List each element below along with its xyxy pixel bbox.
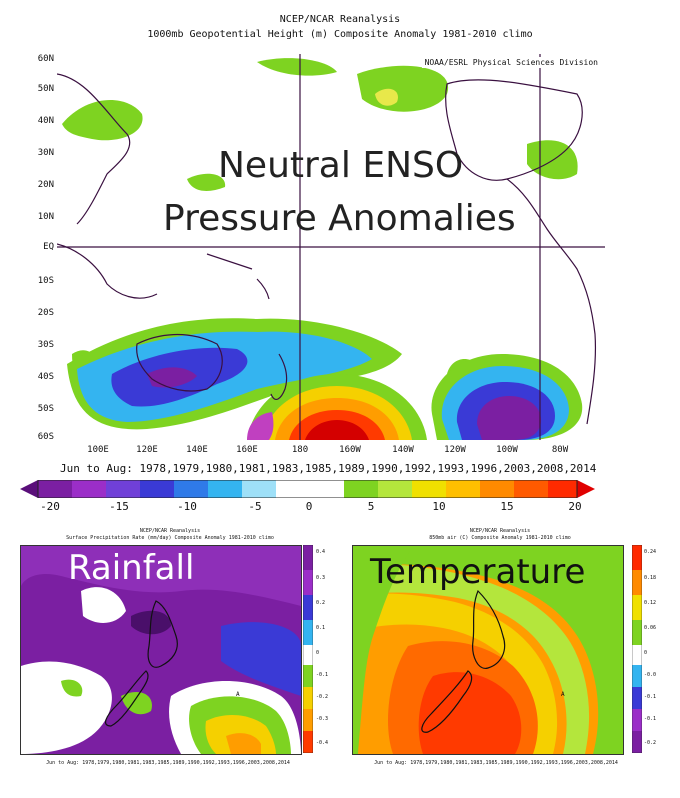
rainfall-scale-label: 0.1 — [316, 625, 326, 631]
lat-label: 20S — [37, 308, 54, 318]
lat-label: 10S — [37, 276, 54, 286]
colorbar-label: 10 — [432, 500, 446, 513]
rainfall-scale-label: -0.2 — [316, 694, 329, 700]
temperature-scale-label: 0.24 — [644, 549, 657, 555]
temperature-scale-label: -0.1 — [644, 716, 657, 722]
rainfall-title: NCEP/NCAR Reanalysis — [139, 528, 201, 534]
lon-label: 100E — [87, 445, 109, 455]
lat-label: 10N — [37, 212, 54, 222]
colorbar-label: -10 — [177, 500, 197, 513]
rainfall-scale-label: 0.3 — [316, 575, 326, 581]
colorbar — [20, 480, 595, 498]
main-map: NOAA/ESRL Physical Sciences Division — [57, 54, 605, 440]
colorbar-label: -20 — [40, 500, 60, 513]
credit-label: NOAA/ESRL Physical Sciences Division — [421, 57, 601, 68]
anomaly-field — [57, 54, 605, 440]
overlay-title-line2: Pressure Anomalies — [163, 198, 516, 239]
lon-label: 100W — [496, 445, 518, 455]
temperature-scale-label: 0.18 — [644, 575, 657, 581]
rainfall-scale-label: -0.3 — [316, 716, 329, 722]
temperature-subtitle: 850mb air (C) Composite Anomaly 1981-201… — [429, 535, 571, 541]
rainfall-subtitle: Surface Precipitation Rate (mm/day) Comp… — [66, 535, 274, 541]
lon-label: 80W — [551, 445, 569, 455]
lon-label: 180 — [291, 445, 309, 455]
temperature-scale-label: 0.12 — [644, 600, 657, 606]
rainfall-scale-label: -0.1 — [316, 672, 329, 678]
lat-label: 60N — [37, 54, 54, 64]
temperature-label: Temperature — [370, 552, 586, 592]
lon-label: 160W — [339, 445, 361, 455]
temperature-scale-label: -0.1 — [644, 694, 657, 700]
lon-label: 140W — [392, 445, 414, 455]
lon-label: 140E — [186, 445, 208, 455]
temperature-map: A — [352, 545, 624, 755]
main-title: NCEP/NCAR Reanalysis — [279, 14, 401, 25]
lat-label: 50S — [37, 404, 54, 414]
rainfall-scale-label: 0 — [316, 650, 320, 656]
temperature-scale-label: 0.06 — [644, 625, 657, 631]
rainfall-scale-label: 0.2 — [316, 600, 326, 606]
rainfall-map: A — [20, 545, 302, 755]
temperature-years: Jun to Aug: 1978,1979,1980,1981,1983,198… — [374, 760, 618, 766]
svg-text:A: A — [236, 691, 240, 698]
main-subtitle: 1000mb Geopotential Height (m) Composite… — [147, 29, 533, 40]
colorbar-label: -15 — [109, 500, 129, 513]
lon-label: 120E — [136, 445, 158, 455]
rainfall-scale-label: 0.4 — [316, 549, 326, 555]
svg-text:A: A — [561, 691, 565, 698]
lon-label: 160E — [236, 445, 258, 455]
rainfall-scale — [303, 545, 313, 753]
colorbar-label: 20 — [568, 500, 582, 513]
lat-label: 30S — [37, 340, 54, 350]
lat-label: EQ — [43, 242, 54, 252]
colorbar-label: 15 — [500, 500, 514, 513]
temperature-scale-label: 0 — [644, 650, 648, 656]
rainfall-years: Jun to Aug: 1978,1979,1980,1981,1983,198… — [46, 760, 290, 766]
rainfall-scale-label: -0.4 — [316, 740, 329, 746]
colorbar-label: 0 — [305, 500, 313, 513]
temperature-title: NCEP/NCAR Reanalysis — [469, 528, 531, 534]
lat-label: 50N — [37, 84, 54, 94]
temperature-scale-label: -0.0 — [644, 672, 657, 678]
temperature-scale-label: -0.2 — [644, 740, 657, 746]
temperature-field: A — [353, 546, 623, 754]
temperature-scale — [632, 545, 642, 753]
lat-label: 30N — [37, 148, 54, 158]
rainfall-label: Rainfall — [68, 548, 195, 588]
rainfall-field: A — [21, 546, 301, 754]
colorbar-label: 5 — [367, 500, 375, 513]
overlay-title-line1: Neutral ENSO — [218, 145, 464, 186]
lon-label: 120W — [444, 445, 466, 455]
colorbar-label: -5 — [248, 500, 262, 513]
lat-label: 40N — [37, 116, 54, 126]
years-caption: Jun to Aug: 1978,1979,1980,1981,1983,198… — [60, 462, 597, 475]
lat-label: 60S — [37, 432, 54, 442]
lat-label: 40S — [37, 372, 54, 382]
lat-label: 20N — [37, 180, 54, 190]
